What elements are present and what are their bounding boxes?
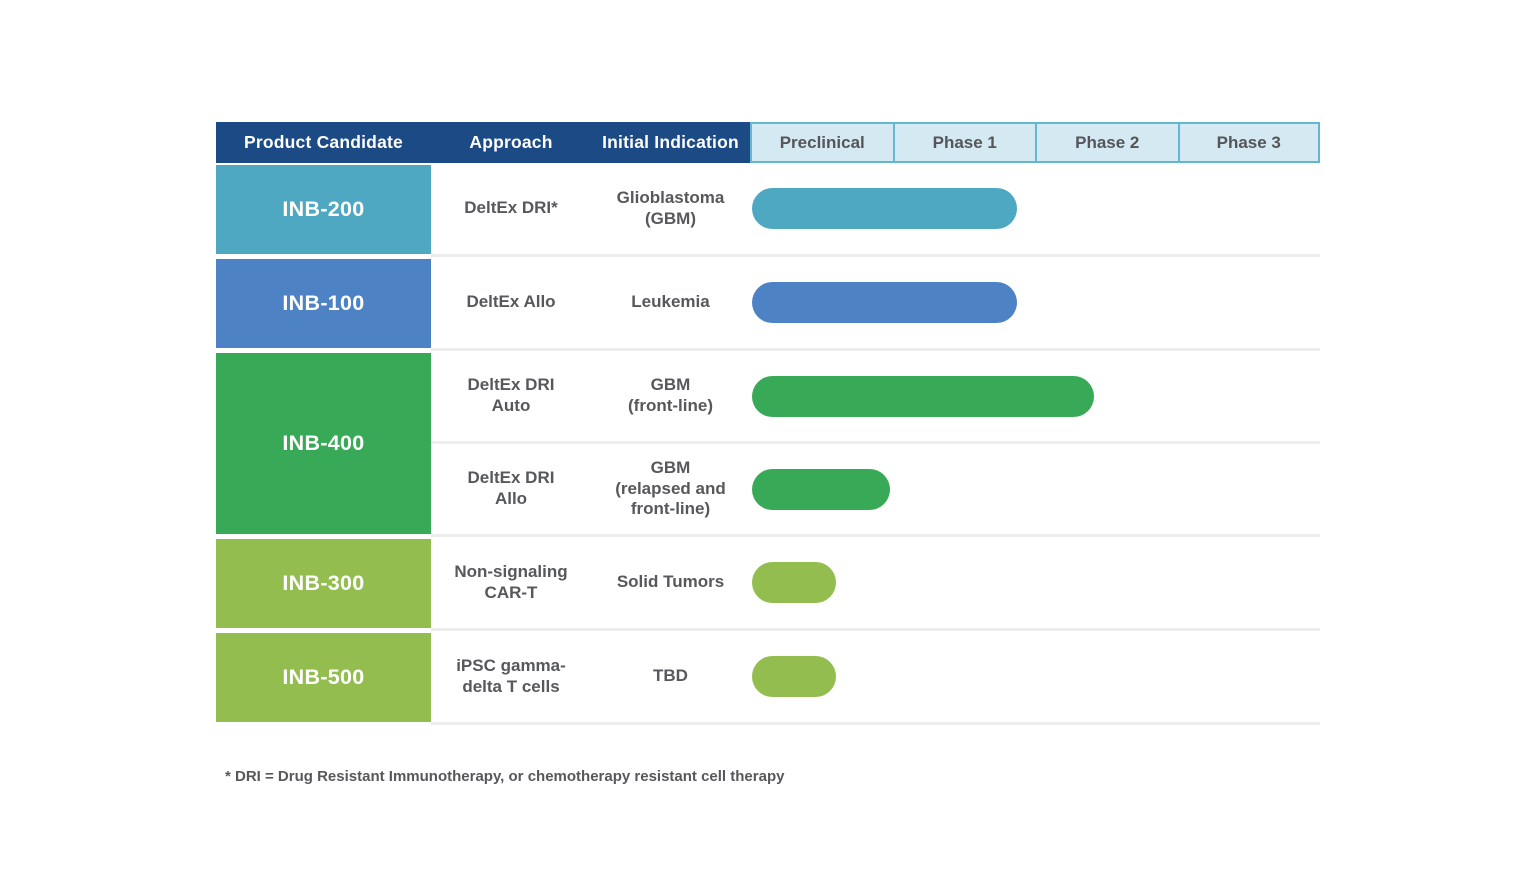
phase-bar-area (750, 163, 1320, 254)
pipeline-entry: DeltEx DRI Allo GBM (relapsed and front-… (431, 441, 1320, 534)
pipeline-row-inb-400: INB-400 DeltEx DRI Auto GBM (front-line)… (216, 351, 1320, 537)
approach-cell: DeltEx DRI Allo (467, 468, 555, 508)
pipeline-entry: DeltEx DRI Auto GBM (front-line) (431, 351, 1320, 441)
indication-cell: Glioblastoma (GBM) (616, 187, 725, 228)
phase-progress-bar-inb-400-auto (752, 375, 1094, 417)
phase-progress-bar-inb-100 (752, 282, 1017, 323)
candidate-band-inb-100: INB-100 (216, 259, 431, 348)
indication-cell: GBM (front-line) (628, 375, 713, 415)
header-phase-3: Phase 3 (1177, 122, 1320, 163)
pipeline-entry: Non-signaling CAR-T Solid Tumors (431, 537, 1320, 628)
table-header: Product Candidate Approach Initial Indic… (216, 122, 1320, 163)
phase-progress-bar-inb-400-allo (752, 468, 890, 510)
header-phase-2: Phase 2 (1035, 122, 1178, 163)
dri-footnote: * DRI = Drug Resistant Immunotherapy, or… (225, 768, 785, 785)
phase-progress-bar-inb-300 (752, 562, 836, 603)
approach-cell: DeltEx Allo (466, 292, 556, 312)
pipeline-entry: DeltEx Allo Leukemia (431, 257, 1320, 348)
pipeline-row-inb-100: INB-100 DeltEx Allo Leukemia (216, 257, 1320, 351)
phase-progress-bar-inb-200 (752, 188, 1017, 229)
pipeline-entry: DeltEx DRI* Glioblastoma (GBM) (431, 163, 1320, 254)
phase-bar-area (750, 537, 1320, 628)
phase-bar-area (750, 631, 1320, 722)
approach-cell: DeltEx DRI Auto (467, 375, 555, 415)
indication-cell: TBD (653, 666, 688, 686)
pipeline-entry: iPSC gamma- delta T cells TBD (431, 631, 1320, 722)
phase-bar-area (750, 351, 1320, 441)
header-phase-preclinical: Preclinical (750, 122, 893, 163)
indication-cell: Solid Tumors (616, 572, 725, 592)
indication-cell: GBM (relapsed and front-line) (615, 457, 726, 519)
approach-cell: Non-signaling CAR-T (454, 561, 568, 602)
table-body: INB-200 DeltEx DRI* Glioblastoma (GBM) I… (216, 163, 1320, 725)
pipeline-row-inb-300: INB-300 Non-signaling CAR-T Solid Tumors (216, 537, 1320, 631)
header-product-candidate: Product Candidate (216, 122, 431, 163)
pipeline-table: Product Candidate Approach Initial Indic… (216, 122, 1320, 725)
approach-cell: iPSC gamma- delta T cells (456, 655, 566, 696)
candidate-band-inb-200: INB-200 (216, 165, 431, 254)
header-phase-1: Phase 1 (892, 122, 1035, 163)
phase-bar-area (750, 444, 1320, 534)
candidate-band-inb-500: INB-500 (216, 633, 431, 722)
indication-cell: Leukemia (631, 292, 710, 312)
phase-progress-bar-inb-500 (752, 656, 836, 697)
candidate-band-inb-400: INB-400 (216, 353, 431, 534)
header-initial-indication: Initial Indication (591, 122, 750, 163)
candidate-band-inb-300: INB-300 (216, 539, 431, 628)
pipeline-row-inb-200: INB-200 DeltEx DRI* Glioblastoma (GBM) (216, 163, 1320, 257)
phase-bar-area (750, 257, 1320, 348)
header-approach: Approach (431, 122, 591, 163)
pipeline-row-inb-500: INB-500 iPSC gamma- delta T cells TBD (216, 631, 1320, 725)
approach-cell: DeltEx DRI* (464, 198, 558, 218)
